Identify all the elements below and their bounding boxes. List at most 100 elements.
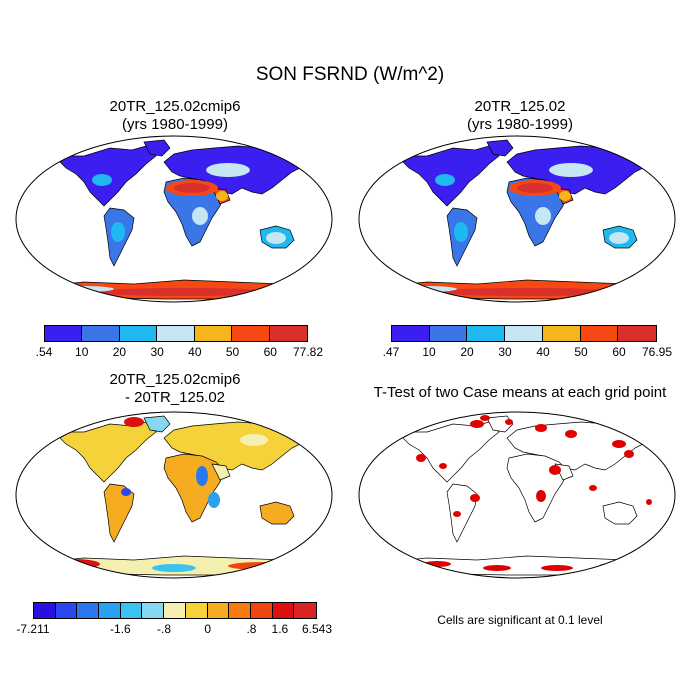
map-field-patch [121,488,131,496]
colorbar-tick-label: -.8 [157,622,172,636]
panel3-colorbar [33,602,317,619]
map-field-patch [505,419,513,425]
colorbar-tick-label: .8 [246,622,257,636]
colorbar-swatch [207,603,230,618]
colorbar-swatch [272,603,295,618]
landmass-southAmerica [103,483,135,543]
map-field-patch [549,465,561,475]
colorbar-swatch [269,326,307,341]
map-field-patch [589,485,597,491]
map-field-patch [92,174,112,186]
map-field-patch [535,424,547,432]
landmass-greenland [143,415,171,433]
map-field-patch [206,163,250,177]
colorbar-swatch [185,603,208,618]
colorbar-tick-label: 77.82 [292,345,324,359]
colorbar-tick-label: .47 [382,345,400,359]
colorbar-swatch [618,326,656,341]
colorbar-tick-label: 40 [188,345,202,359]
colorbar-tick-label: 1.6 [271,622,289,636]
map-field-patch [483,565,511,571]
colorbar-swatch [250,603,273,618]
colorbar-swatch [194,326,233,341]
colorbar-swatch [294,603,316,618]
colorbar-swatch [55,603,78,618]
map-field-patch [94,288,274,296]
colorbar-tick-label: 20 [460,345,474,359]
colorbar-swatch [505,326,543,341]
colorbar-tick-label: 0 [204,622,212,636]
landmass-arabia [211,463,231,481]
panel3-title-line2: - 20TR_125.02 [124,389,226,406]
map-field-patch [559,191,571,201]
landmass-africa [163,453,225,523]
map-field-patch [609,232,629,244]
panel1-colorbar [44,325,308,342]
map-boundary [358,411,676,579]
map-field-patch [646,499,652,505]
colorbar-swatch [542,326,581,341]
colorbar-tick-label: 20 [112,345,127,359]
panel1-title-line1: 20TR_125.02cmip6 [109,98,241,115]
map-boundary [15,135,333,303]
map-field-patch [624,450,634,458]
map-field-patch [535,207,551,225]
colorbar-tick-label: 10 [75,345,89,359]
landmass-greenland [486,139,514,157]
map-field-patch [192,207,208,225]
map-field-patch [174,183,210,193]
map-field-patch [470,494,480,502]
map-field-patch [565,430,577,438]
colorbar-tick-label: 50 [574,345,588,359]
map-field-patch [541,565,573,571]
map-field-patch [240,434,268,446]
map-boundary [358,135,676,303]
landmass-australia [602,501,638,525]
colorbar-tick-label: .54 [35,345,53,359]
map-field-patch [439,463,447,469]
map-field-patch [480,415,490,421]
figure-title: SON FSRND (W/m^2) [255,64,445,85]
colorbar-swatch [45,326,83,341]
colorbar-tick-label: 76.95 [641,345,673,359]
colorbar-swatch [580,326,619,341]
map-field-patch [266,232,286,244]
map-field-patch [470,420,484,428]
map-field-patch [111,222,125,242]
panel1-title: 20TR_125.02cmip6 (yrs 1980-1999) [10,98,340,134]
map-field-patch [124,417,144,427]
map-boundary [15,411,333,579]
colorbar-tick-label: -1.6 [110,622,131,636]
map-field-patch [599,563,627,569]
colorbar-swatch [120,603,143,618]
colorbar-swatch [77,603,100,618]
panel1-colorbar-labels: .54 10 20 30 40 50 60 77.82 [36,345,323,361]
colorbar-swatch [34,603,56,618]
map-field-patch [196,466,208,486]
panel2-map [357,134,677,304]
panel3-title: 20TR_125.02cmip6 - 20TR_125.02 [10,371,340,407]
colorbar-swatch [392,326,430,341]
map-field-patch [435,174,455,186]
map-field-patch [216,191,228,201]
panel2-colorbar [391,325,657,342]
map-field-patch [612,440,626,448]
colorbar-tick-label: 50 [225,345,240,359]
colorbar-tick-label: 60 [263,345,277,359]
panel2-title-line1: 20TR_125.02 [474,98,566,115]
map-field-patch [48,559,100,569]
panel1-map [14,134,334,304]
colorbar-swatch [164,603,186,618]
landmass-australia [259,501,295,525]
significance-note: Cells are significant at 0.1 level [437,613,603,627]
map-field-patch [208,492,220,508]
colorbar-swatch [429,326,468,341]
colorbar-tick-label: 40 [536,345,550,359]
colorbar-swatch [142,603,165,618]
map-field-patch [549,163,593,177]
map-field-patch [437,288,617,296]
colorbar-tick-label: 6.543 [301,622,333,636]
colorbar-swatch [82,326,120,341]
colorbar-swatch [467,326,506,341]
panel4-map [357,410,677,580]
